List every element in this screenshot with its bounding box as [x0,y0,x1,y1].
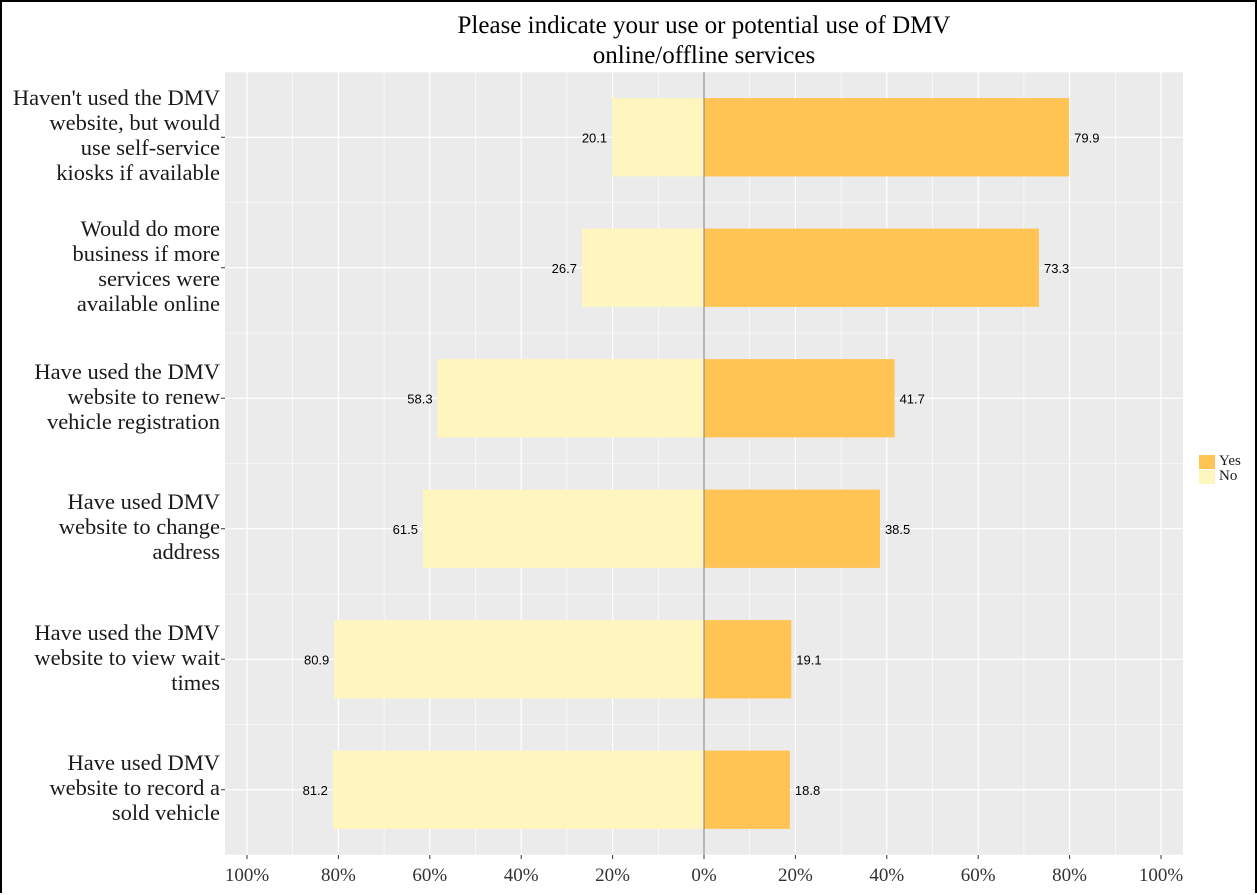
x-tick-label: 40% [504,865,539,886]
bar-yes [704,489,880,568]
category-label-line: website to view wait [34,644,220,670]
x-tick-label: 40% [869,865,904,886]
category-label-line: Have used the DMV [34,619,220,645]
bar-yes [704,620,792,699]
category-label-line: Have used DMV [67,750,220,776]
category-label-line: address [152,539,220,565]
data-label-yes: 19.1 [796,652,821,667]
category-label-line: sold vehicle [111,800,220,826]
data-label-no: 58.3 [407,391,432,406]
category-label-line: times [171,669,220,695]
x-tick-label: 80% [321,865,356,886]
bar-no [581,228,704,307]
legend: Yes No [1199,454,1241,484]
x-tick-label: 80% [1052,865,1087,886]
legend-item-no: No [1199,469,1241,484]
data-label-no: 20.1 [582,130,607,145]
category-label-line: Would do more [80,215,220,241]
x-tick-label: 100% [1139,865,1184,886]
x-tick-label: 0% [691,865,717,886]
data-label-no: 61.5 [393,522,418,537]
bar-no [612,98,704,177]
x-tick-label: 60% [412,865,447,886]
legend-swatch-no [1199,469,1215,484]
category-label-line: kiosks if available [56,160,220,186]
category-label-line: website, but would [49,110,220,136]
data-label-yes: 73.3 [1044,261,1069,276]
bar-no [334,620,704,699]
data-label-yes: 18.8 [795,783,820,798]
data-label-no: 26.7 [552,261,577,276]
category-label-line: available online [76,290,220,316]
category-label-line: business if more [72,240,220,266]
category-label-line: use self-service [80,135,220,161]
x-tick-label: 20% [595,865,630,886]
category-label-line: Haven't used the DMV [12,85,220,111]
bar-yes [704,98,1070,177]
category-label-line: website to change [58,514,220,540]
legend-item-yes: Yes [1199,454,1241,469]
x-tick-label: 60% [961,865,996,886]
category-label-line: website to renew [67,383,220,409]
chart-title-line-2: online/offline services [592,42,816,69]
data-label-yes: 79.9 [1074,130,1099,145]
chart-title-line-1: Please indicate your use or potential us… [457,12,951,39]
category-label-line: website to record a [49,775,220,801]
category-label-line: Have used the DMV [34,358,220,384]
bar-yes [704,359,895,438]
legend-swatch-yes [1199,454,1215,469]
data-label-no: 81.2 [303,783,328,798]
bar-yes [704,750,790,829]
x-tick-label: 100% [225,865,270,886]
data-label-yes: 41.7 [900,391,925,406]
x-tick-label: 20% [778,865,813,886]
bar-no [437,359,704,438]
legend-label-no: No [1219,468,1238,484]
category-label-line: services were [98,265,220,291]
bar-yes [704,228,1039,307]
legend-label-yes: Yes [1219,453,1241,469]
category-label-line: Have used DMV [67,489,220,515]
bar-no [422,489,704,568]
data-label-yes: 38.5 [885,522,910,537]
bar-no [332,750,704,829]
category-label-line: vehicle registration [46,408,220,434]
data-label-no: 80.9 [304,652,329,667]
